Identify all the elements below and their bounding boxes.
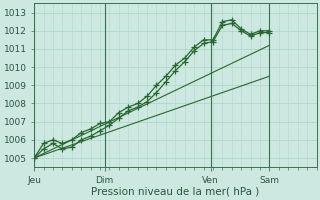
X-axis label: Pression niveau de la mer( hPa ): Pression niveau de la mer( hPa )	[91, 187, 260, 197]
